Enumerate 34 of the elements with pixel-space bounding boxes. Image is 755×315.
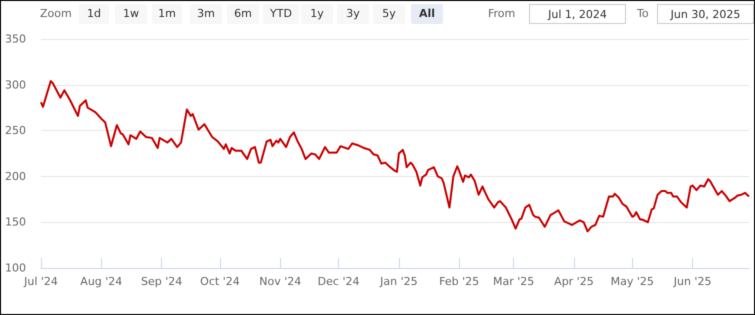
text: From	[488, 6, 516, 22]
text: Zoom	[40, 6, 72, 22]
text: 3m	[190, 4, 222, 24]
x-tick-label: Apr '25	[554, 275, 594, 288]
text: 3y	[337, 4, 369, 24]
x-tick-label: Jun '25	[672, 275, 712, 288]
x-tick-label: Aug '24	[80, 275, 122, 288]
x-tick-label: Sep '24	[140, 275, 182, 288]
text: 1d	[79, 4, 109, 24]
x-tick-label: May '25	[610, 275, 654, 288]
y-tick-label: 100	[5, 262, 26, 274]
text: Jun 30, 2025	[657, 4, 754, 24]
y-tick-label: 150	[5, 216, 26, 229]
text: 5y	[373, 4, 405, 24]
x-tick-label: Feb '25	[439, 275, 480, 288]
text: Jul 1, 2024	[529, 4, 626, 24]
x-tick-label: Oct '24	[200, 275, 240, 288]
x-tick-label: Dec '24	[318, 275, 360, 288]
text: 6m	[227, 4, 259, 24]
y-tick-label: 300	[5, 78, 26, 92]
y-tick-label: 350	[5, 32, 26, 46]
y-tick-label: 200	[5, 170, 26, 183]
x-tick-label: Mar '25	[493, 275, 534, 288]
text: YTD	[263, 4, 299, 24]
x-tick-label: Nov '24	[259, 275, 302, 288]
text: 1w	[115, 4, 147, 24]
text: 1y	[301, 4, 333, 24]
text: All	[411, 4, 443, 24]
line-series	[40, 80, 750, 232]
x-tick-label: Jul '24	[23, 275, 58, 288]
text: To	[637, 6, 649, 22]
y-tick-label: 250	[5, 124, 26, 138]
x-tick-label: Jan '25	[379, 275, 418, 288]
text: 1m	[152, 4, 182, 24]
